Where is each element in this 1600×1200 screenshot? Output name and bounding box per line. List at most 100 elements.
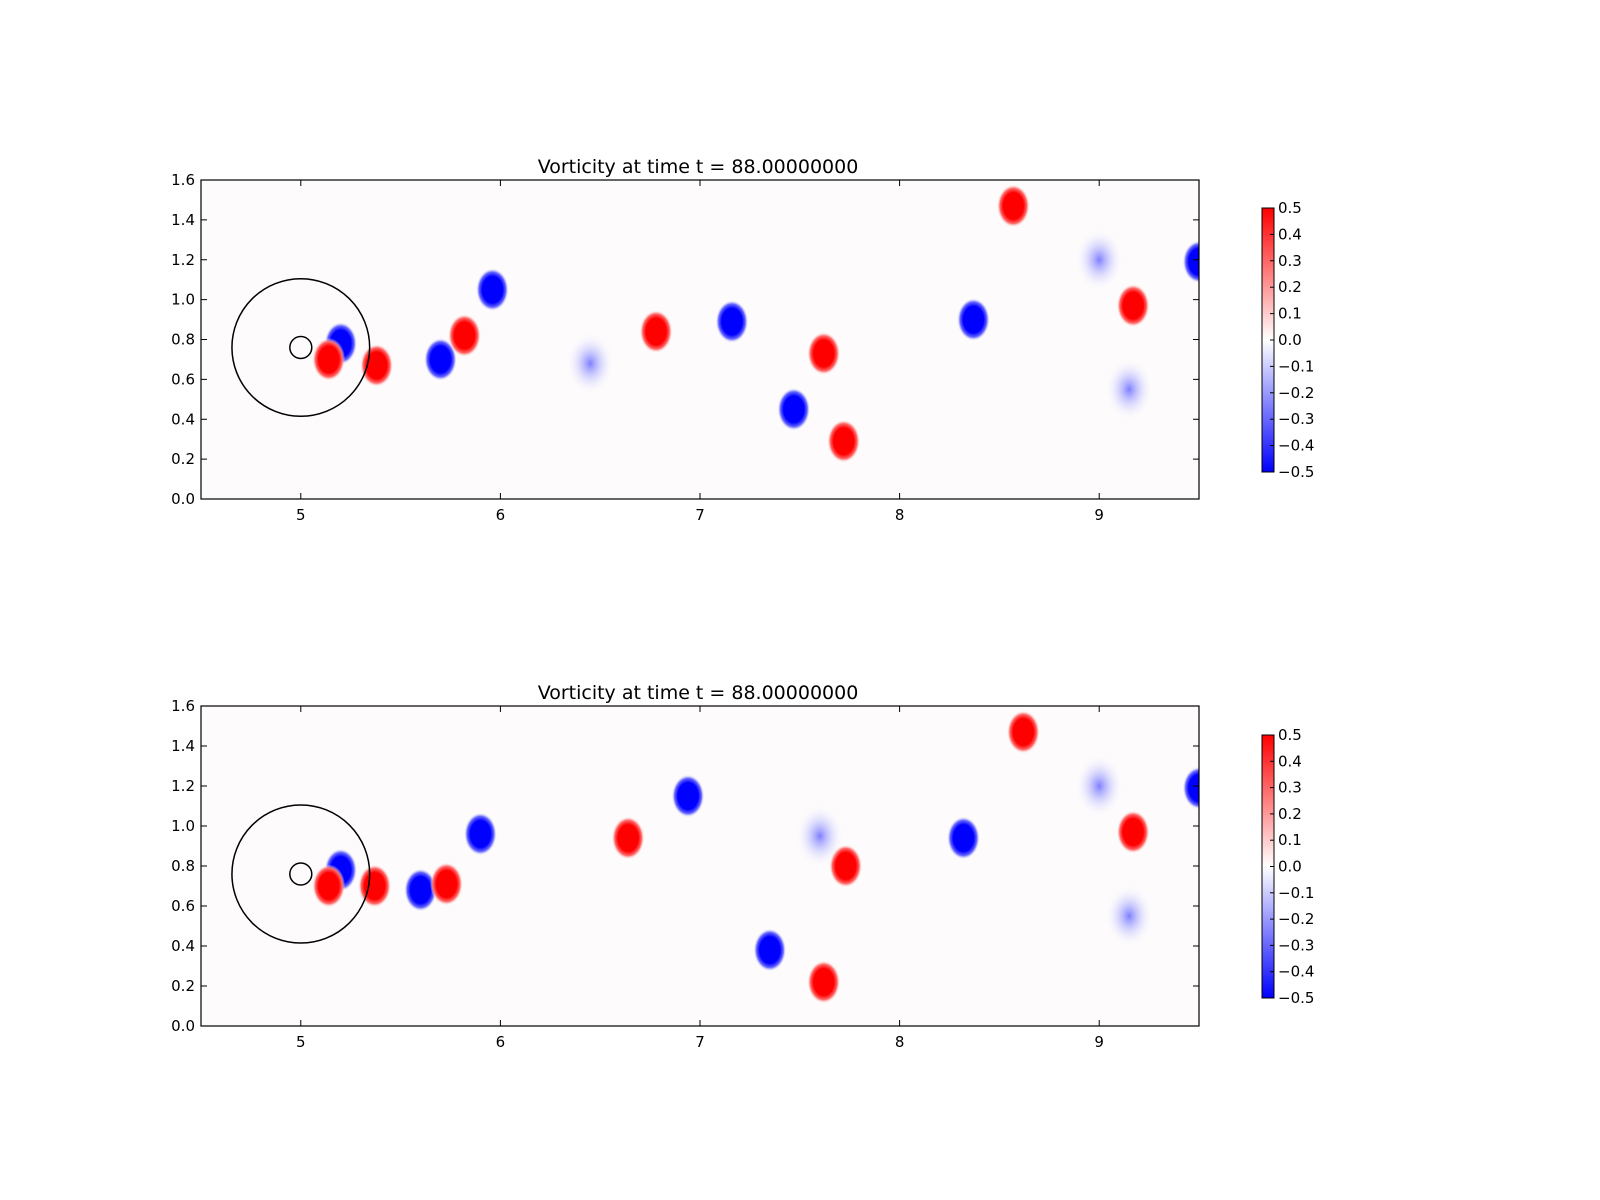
colorbar-tick-label: −0.4 [1278, 963, 1314, 981]
colorbar-tick-label: 0.0 [1278, 331, 1302, 349]
colorbar-tick-label: −0.1 [1278, 357, 1314, 375]
small-circle [289, 862, 313, 886]
vorticity-panel-bottom: Vorticity at time t = 88.00000000 5 6 7 8 9 0… [171, 682, 1314, 1051]
positive-vortex [827, 419, 861, 463]
y-tick-label: 0.2 [171, 977, 195, 995]
colorbar-tick-label: −0.5 [1278, 989, 1314, 1007]
colorbar-tick-label: 0.1 [1278, 305, 1302, 323]
colorbar-tick-label: −0.4 [1278, 437, 1314, 455]
x-tick-label: 8 [895, 506, 905, 524]
x-tick-label: 6 [496, 1033, 506, 1051]
colorbar-tick-label: −0.2 [1278, 384, 1314, 402]
y-tick-label: 1.6 [171, 697, 195, 715]
positive-vortex [448, 313, 481, 358]
y-tick-label: 1.4 [171, 211, 195, 229]
x-tick-label: 8 [895, 1033, 905, 1051]
vorticity-field [200, 179, 1200, 500]
vorticity-field [200, 705, 1200, 1027]
colorbar: 0.5 0.4 0.3 0.2 0.1 0.0 −0.1 −0.2 −0.3 −0.4 −0.5 [1261, 726, 1314, 1007]
colorbar-tick-label: −0.3 [1278, 936, 1314, 954]
negative-vortex [424, 337, 457, 381]
negative-vortex [1182, 240, 1199, 284]
colorbar-tick-label: 0.5 [1278, 199, 1302, 217]
colorbar-tick-label: 0.0 [1278, 858, 1302, 876]
y-tick-label: 0.6 [171, 370, 195, 388]
colorbar-tick-label: −0.2 [1278, 910, 1314, 928]
x-tick-label: 9 [1094, 506, 1104, 524]
vorticity-panel-top: Vorticity at time t = 88.00000000 5 6 7 8 9 0… [171, 156, 1314, 524]
negative-vortex [753, 928, 787, 972]
y-tick-label: 1.6 [171, 171, 195, 189]
chart-title: Vorticity at time t = 88.00000000 [538, 682, 859, 704]
y-tick-label: 0.4 [171, 410, 195, 428]
x-tick-label: 7 [695, 506, 705, 524]
y-tick-label: 1.4 [171, 737, 195, 755]
positive-vortex [639, 309, 673, 354]
negative-vortex [1075, 754, 1124, 818]
negative-vortex [671, 774, 705, 818]
positive-vortex [1116, 810, 1150, 854]
axis-ticks: 5 6 7 8 9 0.0 0.2 0.4 0.6 0.8 1.0 1.2 1.4 1.6 [171, 697, 1199, 1051]
y-tick-label: 0.4 [171, 937, 195, 955]
negative-vortex [1182, 766, 1199, 810]
y-tick-label: 0.8 [171, 857, 195, 875]
positive-vortex [807, 960, 841, 1004]
negative-vortex [463, 812, 497, 856]
negative-vortex [795, 804, 844, 868]
colorbar-tick-label: 0.5 [1278, 726, 1302, 744]
negative-vortex [1104, 884, 1154, 948]
positive-vortex [807, 331, 841, 375]
x-tick-label: 7 [695, 1033, 705, 1051]
negative-vortex [475, 268, 509, 312]
negative-vortex [715, 300, 749, 344]
colorbar-tick-label: −0.5 [1278, 463, 1314, 481]
positive-vortex [312, 864, 346, 908]
negative-vortex [404, 868, 438, 912]
y-tick-label: 0.0 [171, 490, 195, 508]
negative-vortex [777, 387, 811, 431]
positive-vortex [312, 337, 346, 381]
positive-vortex [1006, 710, 1040, 754]
negative-vortex [1104, 357, 1154, 421]
y-tick-label: 0.6 [171, 897, 195, 915]
positive-vortex [611, 816, 645, 860]
negative-vortex [566, 331, 615, 396]
positive-vortex [996, 184, 1030, 228]
negative-vortex [1075, 228, 1124, 292]
colorbar-tick-label: 0.2 [1278, 278, 1302, 296]
negative-vortex [947, 816, 980, 860]
y-tick-label: 1.0 [171, 291, 195, 309]
colorbar-tick-label: 0.2 [1278, 805, 1302, 823]
y-tick-label: 1.2 [171, 777, 195, 795]
x-tick-label: 6 [496, 506, 506, 524]
axis-ticks: 5 6 7 8 9 0.0 0.2 0.4 0.6 0.8 1.0 1.2 1.4 1.6 [171, 171, 1199, 524]
x-tick-label: 5 [296, 506, 306, 524]
colorbar-tick-label: 0.4 [1278, 752, 1302, 770]
positive-vortex [360, 343, 394, 387]
colorbar-tick-label: 0.1 [1278, 831, 1302, 849]
x-tick-label: 9 [1094, 1033, 1104, 1051]
colorbar-tick-label: 0.3 [1278, 252, 1302, 270]
plot-background [201, 706, 1199, 1026]
positive-vortex [358, 864, 392, 908]
small-circle [289, 335, 313, 360]
colorbar-tick-label: 0.4 [1278, 225, 1302, 243]
colorbar: 0.5 0.4 0.3 0.2 0.1 0.0 −0.1 −0.2 −0.3 −0.4 −0.5 [1261, 199, 1314, 481]
positive-vortex [430, 862, 463, 906]
y-tick-label: 1.2 [171, 251, 195, 269]
y-tick-label: 0.2 [171, 450, 195, 468]
large-circle [231, 277, 371, 418]
colorbar-tick-label: 0.3 [1278, 779, 1302, 797]
colorbar-tick-label: −0.1 [1278, 884, 1314, 902]
positive-vortex [1116, 284, 1150, 328]
chart-title: Vorticity at time t = 88.00000000 [538, 156, 859, 178]
y-tick-label: 0.8 [171, 331, 195, 349]
y-tick-label: 1.0 [171, 817, 195, 835]
large-circle [231, 804, 371, 944]
x-tick-label: 5 [296, 1033, 306, 1051]
y-tick-label: 0.0 [171, 1017, 195, 1035]
colorbar-tick-label: −0.3 [1278, 410, 1314, 428]
plot-background [201, 180, 1199, 499]
negative-vortex [956, 298, 990, 342]
